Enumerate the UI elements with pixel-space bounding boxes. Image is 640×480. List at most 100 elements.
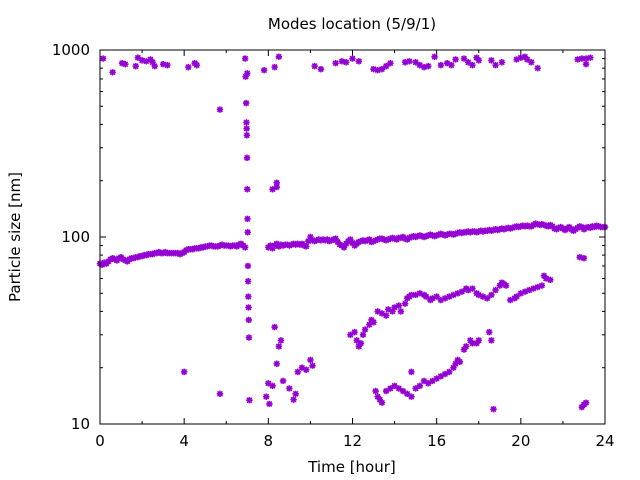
data-point: [395, 385, 402, 392]
data-point: [315, 236, 323, 243]
data-point: [446, 293, 453, 300]
plot-frame: [99, 49, 606, 425]
data-point: [382, 237, 390, 244]
data-point: [246, 397, 253, 404]
data-point: [321, 237, 329, 244]
data-point: [376, 396, 384, 403]
data-point: [311, 62, 318, 70]
data-point: [269, 245, 276, 252]
data-point: [216, 242, 224, 249]
data-point: [473, 54, 480, 61]
data-point: [364, 237, 371, 244]
data-point: [164, 61, 171, 69]
data-point: [492, 286, 499, 294]
data-point: [267, 242, 274, 249]
data-point: [404, 390, 411, 398]
data-point: [414, 232, 421, 240]
data-point: [294, 368, 301, 376]
data-point: [460, 346, 468, 353]
data-point: [382, 62, 390, 70]
data-point: [517, 290, 525, 297]
data-point: [458, 288, 466, 295]
data-point: [275, 343, 283, 350]
data-point: [469, 340, 476, 347]
data-point: [243, 125, 250, 132]
data-point: [574, 56, 581, 63]
data-point: [454, 290, 461, 297]
data-point: [288, 241, 295, 248]
data-point: [269, 186, 276, 193]
data-point: [534, 283, 541, 291]
data-point: [475, 337, 482, 344]
data-point: [431, 53, 438, 60]
data-point: [490, 405, 497, 413]
data-point: [401, 300, 409, 307]
data-point: [446, 368, 453, 376]
data-point: [498, 59, 506, 66]
data-point: [452, 56, 459, 63]
data-point: [216, 106, 224, 113]
data-point: [441, 295, 449, 302]
data-point: [469, 285, 476, 292]
data-point: [416, 290, 424, 297]
data-point: [372, 237, 379, 244]
data-point: [391, 382, 398, 390]
data-point: [244, 70, 251, 77]
data-point: [326, 237, 333, 245]
data-point: [582, 60, 590, 68]
data-point: [231, 242, 238, 249]
data-point: [279, 377, 287, 385]
data-point: [147, 56, 154, 63]
data-point: [450, 364, 457, 371]
data-point: [475, 57, 482, 64]
data-point: [412, 59, 419, 66]
data-point: [244, 278, 252, 285]
data-point: [245, 334, 253, 341]
data-point: [425, 62, 432, 70]
data-point: [227, 243, 234, 250]
data-point: [391, 304, 398, 311]
data-point: [469, 61, 476, 69]
data-point: [279, 242, 287, 249]
data-point: [266, 400, 273, 408]
data-point: [429, 295, 436, 302]
data-point: [244, 229, 251, 236]
data-point: [195, 245, 203, 252]
data-point: [189, 246, 196, 253]
data-point: [368, 238, 375, 246]
data-point: [410, 232, 417, 240]
data-point: [528, 59, 535, 66]
data-point: [475, 291, 482, 299]
data-point: [408, 393, 415, 400]
data-point: [465, 286, 472, 294]
data-point: [370, 237, 377, 245]
data-point: [507, 296, 514, 304]
data-point: [241, 55, 249, 62]
data-point: [151, 62, 158, 70]
data-point: [483, 295, 491, 302]
data-point: [401, 59, 409, 66]
data-point: [441, 370, 449, 378]
data-point: [460, 55, 468, 62]
data-point: [370, 319, 377, 326]
x-axis-label: Time [hour]: [307, 458, 396, 476]
data-point: [292, 241, 299, 248]
data-point: [418, 232, 426, 240]
data-point: [271, 323, 278, 331]
data-point: [355, 58, 363, 65]
data-point: [338, 58, 346, 65]
data-point: [378, 310, 386, 317]
data-point: [408, 368, 415, 376]
data-point: [214, 243, 222, 250]
data-points: [96, 53, 609, 413]
data-point: [273, 179, 280, 186]
data-point: [513, 56, 520, 63]
data-point: [317, 65, 325, 73]
data-point: [275, 53, 283, 60]
data-point: [277, 337, 285, 344]
data-point: [437, 296, 445, 304]
data-point: [433, 293, 440, 300]
data-point: [401, 235, 409, 242]
data-point: [355, 238, 363, 246]
data-point: [380, 236, 388, 243]
